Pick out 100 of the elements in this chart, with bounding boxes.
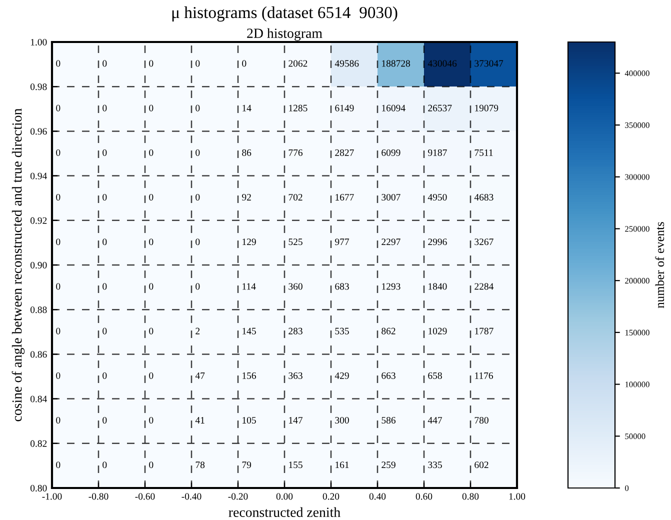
color-bar-label: 0: [625, 485, 629, 491]
data-label: 0: [149, 372, 154, 379]
y-tick-label: 1.00: [30, 38, 47, 46]
data-label: 0: [56, 149, 60, 156]
data-label: 4950: [428, 194, 447, 201]
data-label: 0: [149, 462, 154, 468]
data-label: 0: [56, 283, 60, 290]
data-label: 977: [335, 238, 350, 246]
data-label: 1176: [475, 372, 494, 379]
y-tick-label: 0.94: [30, 172, 47, 180]
data-label: 0: [102, 149, 107, 156]
data-label: 0: [56, 104, 60, 112]
chart-subtitle: 2D histogram: [247, 28, 322, 41]
data-label: 525: [288, 238, 302, 246]
data-label: 0: [56, 372, 60, 379]
data-label: 114: [242, 283, 256, 290]
data-label: 780: [474, 416, 488, 424]
x-tick-label: 0.00: [276, 493, 293, 500]
data-label: 0: [56, 238, 60, 246]
color-bar-label: 150000: [625, 330, 650, 336]
data-label: 776: [288, 149, 303, 156]
data-label: 14: [242, 104, 252, 112]
data-label: 335: [428, 462, 442, 468]
data-label: 155: [289, 462, 302, 468]
data-label: 41: [195, 417, 204, 424]
data-label: 259: [382, 462, 396, 468]
data-label: 283: [288, 328, 302, 334]
x-tick-label: -0.80: [88, 493, 108, 500]
color-bar-label: 300000: [625, 174, 650, 180]
data-label: 0: [196, 104, 200, 112]
data-label: 702: [288, 194, 302, 201]
data-label: 147: [289, 417, 303, 424]
data-label: 2062: [288, 60, 308, 67]
y-tick-label: 0.88: [30, 306, 47, 314]
y-tick-label: 0.82: [30, 440, 47, 447]
color-bar-label: 200000: [625, 278, 650, 284]
x-tick-label: 0.20: [322, 493, 340, 500]
data-label: 1677: [336, 194, 354, 201]
data-label: 129: [242, 238, 256, 246]
data-label: 105: [242, 416, 256, 424]
data-label: 145: [242, 328, 256, 334]
data-label: 6149: [335, 104, 354, 112]
color-bar-label: 350000: [625, 122, 650, 128]
data-label: 0: [149, 328, 154, 334]
data-label: 0: [56, 416, 60, 424]
color-bar-label: 250000: [625, 226, 650, 232]
data-label: 373047: [474, 60, 504, 67]
data-label: 86: [242, 149, 252, 156]
data-label: 663: [382, 372, 396, 379]
data-label: 0: [149, 104, 154, 112]
data-label: 0: [56, 328, 60, 334]
data-label: 586: [382, 416, 396, 424]
data-label: 47: [195, 372, 205, 379]
y-axis-title: cosine of angle between reconstructed and true direction: [12, 108, 25, 422]
data-label: 3267: [474, 238, 494, 246]
y-tick-label: 0.84: [30, 396, 47, 402]
data-label: 862: [382, 328, 396, 334]
y-tick-label: 0.98: [30, 84, 47, 90]
data-label: 2827: [335, 149, 354, 156]
data-label: 1029: [428, 328, 447, 334]
data-label: 161: [336, 462, 349, 468]
x-tick-label: -0.60: [135, 493, 155, 500]
y-tick-label: 0.92: [30, 217, 47, 224]
data-label: 0: [196, 60, 200, 67]
data-label: 360: [288, 283, 302, 290]
data-label: 0: [149, 149, 154, 156]
data-label: 9187: [428, 149, 447, 156]
data-label: 16094: [382, 104, 406, 112]
data-label: 300: [335, 416, 349, 424]
data-label: 0: [196, 194, 200, 201]
data-label: 0: [102, 60, 107, 67]
data-label: 0: [56, 194, 60, 201]
data-label: 658: [428, 372, 442, 379]
data-label: 0: [102, 283, 107, 290]
data-label: 19079: [475, 104, 498, 112]
data-label: 0: [102, 238, 107, 246]
data-label: 683: [335, 283, 349, 290]
data-label: 0: [102, 328, 107, 334]
data-label: 447: [428, 417, 442, 424]
data-label: 1787: [475, 328, 494, 334]
data-label: 156: [242, 372, 256, 379]
data-label: 49586: [334, 60, 359, 67]
data-label: 0: [196, 149, 200, 156]
data-label: 0: [56, 462, 60, 468]
data-label: 0: [149, 283, 154, 290]
data-label: 0: [242, 60, 246, 67]
data-label: 0: [102, 416, 107, 424]
y-tick-label: 0.96: [30, 128, 47, 135]
color-bar-title: number of events: [655, 222, 664, 308]
data-label: 0: [196, 283, 200, 290]
y-tick-label: 0.86: [30, 351, 47, 358]
data-label: 1285: [289, 104, 308, 112]
data-label: 2297: [382, 238, 400, 246]
x-tick-label: -0.20: [228, 493, 248, 500]
y-tick-label: 0.80: [30, 484, 47, 492]
x-tick-label: -1.00: [42, 493, 62, 500]
data-label: 1840: [428, 283, 447, 290]
color-bar-label: 400000: [624, 70, 650, 76]
data-label: 0: [149, 416, 154, 424]
color-bar-label: 100000: [625, 382, 650, 388]
